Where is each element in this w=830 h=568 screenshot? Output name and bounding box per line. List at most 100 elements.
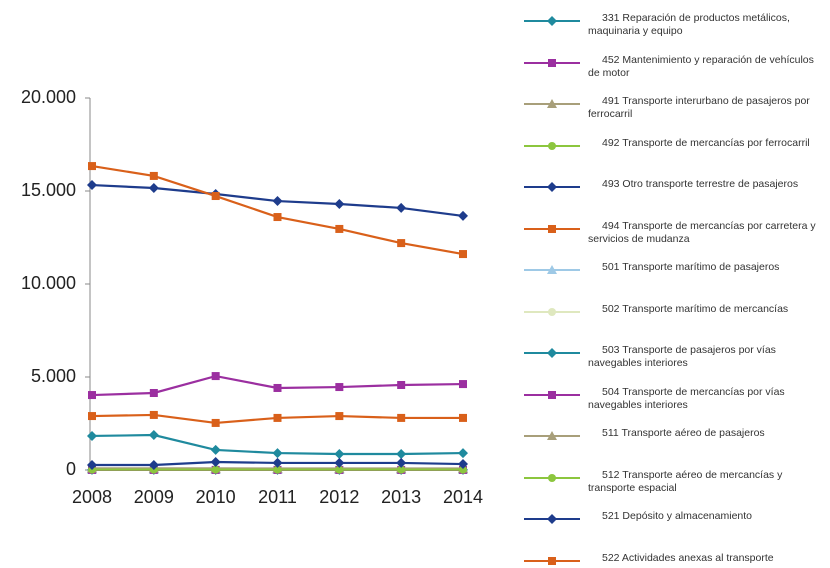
marker xyxy=(211,372,220,381)
marker xyxy=(334,449,345,460)
marker xyxy=(211,192,220,201)
legend-label: 491 Transporte interurbano de pasajeros … xyxy=(588,95,810,120)
marker xyxy=(458,448,468,459)
marker xyxy=(547,182,557,192)
legend-label: 502 Transporte marítimo de mercancías xyxy=(602,302,789,315)
marker xyxy=(149,410,158,419)
legend-item: 521 Depósito y almacenamiento xyxy=(522,510,822,552)
marker xyxy=(335,383,344,392)
marker xyxy=(148,430,159,441)
marker xyxy=(272,457,283,468)
marker xyxy=(273,413,282,422)
x-tick-label: 2011 xyxy=(258,487,297,507)
legend-item: 491 Transporte interurbano de pasajeros … xyxy=(522,95,822,137)
marker xyxy=(547,431,557,440)
legend-swatch xyxy=(524,224,580,233)
marker xyxy=(148,459,159,470)
legend-label: 503 Transporte de pasajeros por vías nav… xyxy=(588,344,776,369)
marker xyxy=(548,556,556,565)
legend-label: 492 Transporte de mercancías por ferroca… xyxy=(602,136,810,149)
marker xyxy=(548,224,556,233)
marker xyxy=(334,199,345,210)
legend-label: 493 Otro transporte terrestre de pasajer… xyxy=(602,178,799,190)
legend-swatch xyxy=(524,514,580,524)
y-tick-label: 5.000 xyxy=(31,366,76,386)
marker xyxy=(396,202,407,213)
marker xyxy=(459,465,467,474)
marker xyxy=(210,457,221,468)
marker xyxy=(547,16,557,26)
marker xyxy=(210,444,221,455)
legend-label: 504 Transporte de mercancías por vías na… xyxy=(588,385,785,411)
legend-swatch xyxy=(524,307,580,316)
marker xyxy=(459,380,467,389)
legend-item: 331 Reparación de productos metálicos, m… xyxy=(522,12,822,54)
marker xyxy=(396,457,407,468)
legend-label: 511 Transporte aéreo de pasajeros xyxy=(602,427,765,439)
legend-swatch xyxy=(524,473,580,482)
y-tick-label: 20.000 xyxy=(21,87,76,107)
legend-swatch xyxy=(524,556,580,565)
marker xyxy=(459,250,467,259)
marker xyxy=(397,465,406,474)
legend-swatch xyxy=(524,348,580,358)
legend: 331 Reparación de productos metálicos, m… xyxy=(522,12,822,568)
marker xyxy=(149,171,158,180)
marker xyxy=(87,430,97,441)
legend-swatch xyxy=(524,99,580,108)
legend-item: 511 Transporte aéreo de pasajeros xyxy=(522,427,822,469)
legend-label: 494 Transporte de mercancías por carrete… xyxy=(588,219,816,245)
x-tick-label: 2010 xyxy=(196,487,236,507)
legend-swatch xyxy=(524,16,580,26)
x-tick-label: 2009 xyxy=(134,487,174,507)
marker xyxy=(547,99,557,108)
legend-item: 501 Transporte marítimo de pasajeros xyxy=(522,261,822,303)
legend-item: 493 Otro transporte terrestre de pasajer… xyxy=(522,178,822,220)
legend-swatch xyxy=(524,265,580,274)
legend-label: 501 Transporte marítimo de pasajeros xyxy=(602,261,780,273)
legend-item: 492 Transporte de mercancías por ferroca… xyxy=(522,137,822,179)
marker xyxy=(335,412,344,421)
x-tick-label: 2013 xyxy=(381,487,421,507)
marker xyxy=(211,465,220,474)
legend-item: 452 Mantenimiento y reparación de vehícu… xyxy=(522,54,822,96)
y-tick-label: 15.000 xyxy=(21,180,76,200)
marker xyxy=(458,459,468,470)
chart: 0 5.000 10.000 15.000 20.000 2008 2009 2010 2011… xyxy=(21,87,483,507)
legend-label: 522 Actividades anexas al transporte xyxy=(602,551,774,564)
marker xyxy=(548,473,556,482)
legend-label: 512 Transporte aéreo de mercancías y tra… xyxy=(588,468,783,494)
series-line xyxy=(91,164,464,256)
y-tick-label: 10.000 xyxy=(21,273,76,293)
legend-item: 494 Transporte de mercancías por carrete… xyxy=(522,220,822,262)
marker xyxy=(87,180,97,191)
x-tick-label: 2014 xyxy=(443,487,483,507)
marker xyxy=(548,307,556,316)
marker xyxy=(88,412,96,421)
marker xyxy=(335,224,344,233)
legend-item: 522 Actividades anexas al transporte xyxy=(522,552,822,568)
marker xyxy=(396,449,407,460)
marker xyxy=(148,183,159,194)
legend-swatch xyxy=(524,431,580,440)
x-tick-label: 2012 xyxy=(319,487,359,507)
marker xyxy=(547,265,557,274)
marker xyxy=(335,465,344,474)
legend-item: 502 Transporte marítimo de mercancías xyxy=(522,303,822,345)
marker xyxy=(273,383,282,392)
legend-label: 521 Depósito y almacenamiento xyxy=(602,510,753,522)
marker xyxy=(272,196,283,207)
marker xyxy=(273,213,282,222)
legend-swatch xyxy=(524,141,580,150)
marker xyxy=(458,210,468,221)
x-tick-label: 2008 xyxy=(72,487,112,507)
marker xyxy=(273,465,282,474)
marker xyxy=(211,418,220,427)
marker xyxy=(548,58,556,67)
legend-label: 452 Mantenimiento y reparación de vehícu… xyxy=(588,53,814,79)
marker xyxy=(548,390,556,399)
marker xyxy=(88,162,96,171)
marker xyxy=(397,380,406,389)
marker xyxy=(334,457,345,468)
